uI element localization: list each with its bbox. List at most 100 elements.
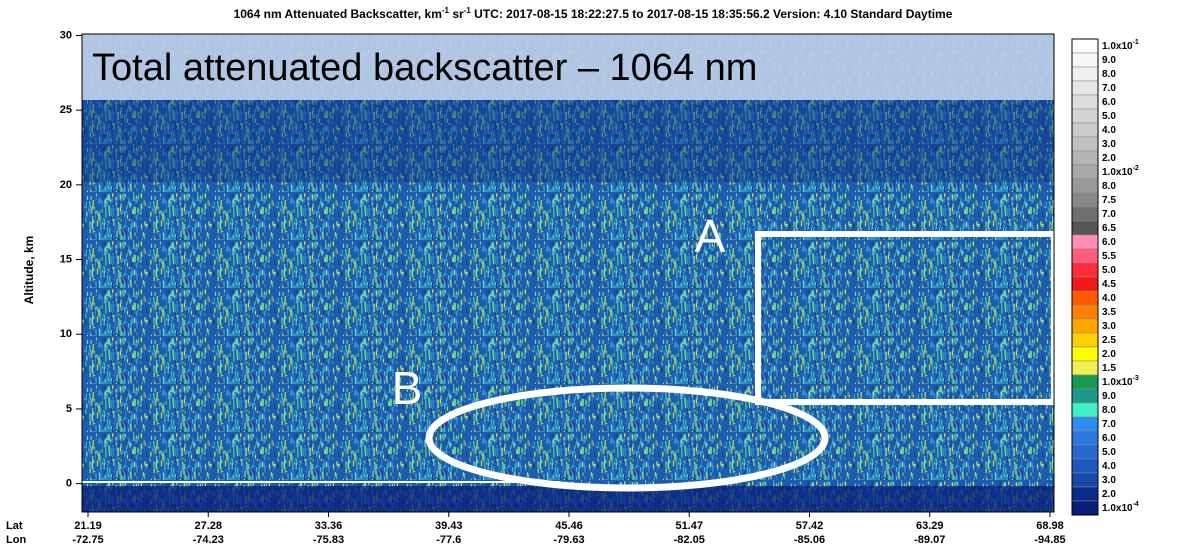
ellipse-b-label: B [392, 362, 423, 414]
colorbar-label: 6.0 [1102, 97, 1116, 108]
colorbar-label: 5.0 [1102, 265, 1116, 276]
colorbar-label-text: 4.0 [1102, 461, 1116, 472]
page: {"chart_data": { "type": "heatmap", "tit… [0, 0, 1184, 552]
y-tick-label: 5 [66, 403, 72, 415]
colorbar-label: 7.0 [1102, 209, 1116, 220]
colorbar-cell [1072, 67, 1098, 81]
colorbar-label: 5.0 [1102, 447, 1116, 458]
colorbar-cell [1072, 109, 1098, 123]
colorbar-label: 9.0 [1102, 391, 1116, 402]
x-row-name: Lat [6, 520, 23, 532]
colorbar-label-text: 3.5 [1102, 307, 1116, 318]
colorbar-label-text: 6.0 [1102, 97, 1116, 108]
surface-region [82, 486, 1054, 512]
colorbar-label: 1.0x10-3 [1102, 375, 1139, 387]
chart: 1064 nm Attenuated Backscatter, km-1 sr-… [0, 0, 1184, 552]
colorbar-cell [1072, 221, 1098, 235]
colorbar-cell [1072, 39, 1098, 53]
colorbar-label: 9.0 [1102, 55, 1116, 66]
colorbar-cell [1072, 473, 1098, 487]
colorbar-label: 4.0 [1102, 461, 1116, 472]
colorbar-label: 5.5 [1102, 251, 1116, 262]
colorbar-label: 3.0 [1102, 139, 1116, 150]
colorbar-label-text: 4.0 [1102, 125, 1116, 136]
colorbar-label: 6.5 [1102, 223, 1116, 234]
colorbar-label-text: 8.0 [1102, 69, 1116, 80]
colorbar-cell [1072, 137, 1098, 151]
x-tick-label: 21.19 [74, 520, 102, 532]
colorbar-label-text: 2.0 [1102, 349, 1116, 360]
chart-title: 1064 nm Attenuated Backscatter, km-1 sr-… [234, 6, 953, 22]
colorbar-cell [1072, 165, 1098, 179]
colorbar-label: 6.0 [1102, 237, 1116, 248]
colorbar-cell [1072, 501, 1098, 515]
x-tick-label: -94.85 [1034, 534, 1065, 546]
colorbar-label-text: 2.0 [1102, 153, 1116, 164]
colorbar-label-text: 9.0 [1102, 391, 1116, 402]
colorbar-label-text: 7.0 [1102, 419, 1116, 430]
colorbar-cell [1072, 263, 1098, 277]
plot-area: Total attenuated backscatter – 1064 nm A… [82, 34, 1054, 512]
colorbar-label: 6.0 [1102, 433, 1116, 444]
x-tick-label: -74.23 [193, 534, 224, 546]
y-axis-label: Altitude, km [22, 236, 36, 305]
colorbar-label: 2.5 [1102, 335, 1116, 346]
colorbar-label-text: 9.0 [1102, 55, 1116, 66]
x-tick-label: -89.07 [914, 534, 945, 546]
colorbar-cell [1072, 95, 1098, 109]
colorbar-cell [1072, 305, 1098, 319]
colorbar-label: 2.0 [1102, 489, 1116, 500]
colorbar-label: 3.0 [1102, 321, 1116, 332]
colorbar-cell [1072, 123, 1098, 137]
x-tick-label: 27.28 [194, 520, 222, 532]
colorbar-cell [1072, 347, 1098, 361]
colorbar-cell [1072, 417, 1098, 431]
colorbar-label-text: 2.0 [1102, 489, 1116, 500]
colorbar-label-text: 6.0 [1102, 433, 1116, 444]
colorbar-label: 8.0 [1102, 405, 1116, 416]
colorbar-label: 4.0 [1102, 125, 1116, 136]
colorbar-label-text: 5.0 [1102, 111, 1116, 122]
colorbar-label: 3.0 [1102, 475, 1116, 486]
colorbar-label: 2.0 [1102, 349, 1116, 360]
y-tick-label: 10 [60, 328, 72, 340]
colorbar-label: 1.5 [1102, 363, 1116, 374]
colorbar-label: 1.0x10-4 [1102, 501, 1139, 513]
colorbar-label-text: 6.0 [1102, 237, 1116, 248]
colorbar-label: 5.0 [1102, 111, 1116, 122]
colorbar-label-exponent: -3 [1133, 375, 1139, 382]
colorbar-cell [1072, 207, 1098, 221]
colorbar-label-text: 1.5 [1102, 363, 1116, 374]
colorbar-label: 1.0x10-1 [1102, 39, 1139, 51]
colorbar-label-text: 6.5 [1102, 223, 1116, 234]
colorbar-label: 4.0 [1102, 293, 1116, 304]
colorbar-label: 3.5 [1102, 307, 1116, 318]
colorbar-label-text: 1.0x10 [1102, 377, 1133, 388]
colorbar-label-text: 8.0 [1102, 405, 1116, 416]
title-part: 1064 nm Attenuated Backscatter, km [234, 7, 442, 21]
x-tick-label: -79.63 [553, 534, 584, 546]
colorbar-label: 7.0 [1102, 419, 1116, 430]
y-tick-label: 25 [60, 104, 72, 116]
x-tick-label: 33.36 [315, 520, 343, 532]
colorbar-cell [1072, 151, 1098, 165]
colorbar-label: 1.0x10-2 [1102, 165, 1139, 177]
colorbar-cell [1072, 235, 1098, 249]
colorbar-cell [1072, 487, 1098, 501]
y-tick-label: 15 [60, 253, 72, 265]
colorbar-label-text: 5.0 [1102, 447, 1116, 458]
colorbar-cell [1072, 249, 1098, 263]
y-tick-label: 0 [66, 478, 72, 490]
colorbar-cell [1072, 403, 1098, 417]
colorbar-cell [1072, 375, 1098, 389]
title-part: sr [449, 7, 464, 21]
colorbar-label-text: 5.0 [1102, 265, 1116, 276]
x-tick-label: -75.83 [313, 534, 344, 546]
colorbar-label-text: 2.5 [1102, 335, 1116, 346]
colorbar-label: 7.0 [1102, 83, 1116, 94]
x-tick-label: 45.46 [555, 520, 583, 532]
title-part: UTC: 2017-08-15 18:22:27.5 to 2017-08-15… [471, 7, 953, 21]
colorbar-label-exponent: -4 [1133, 501, 1139, 508]
x-tick-label: 63.29 [916, 520, 944, 532]
colorbar-cell [1072, 333, 1098, 347]
